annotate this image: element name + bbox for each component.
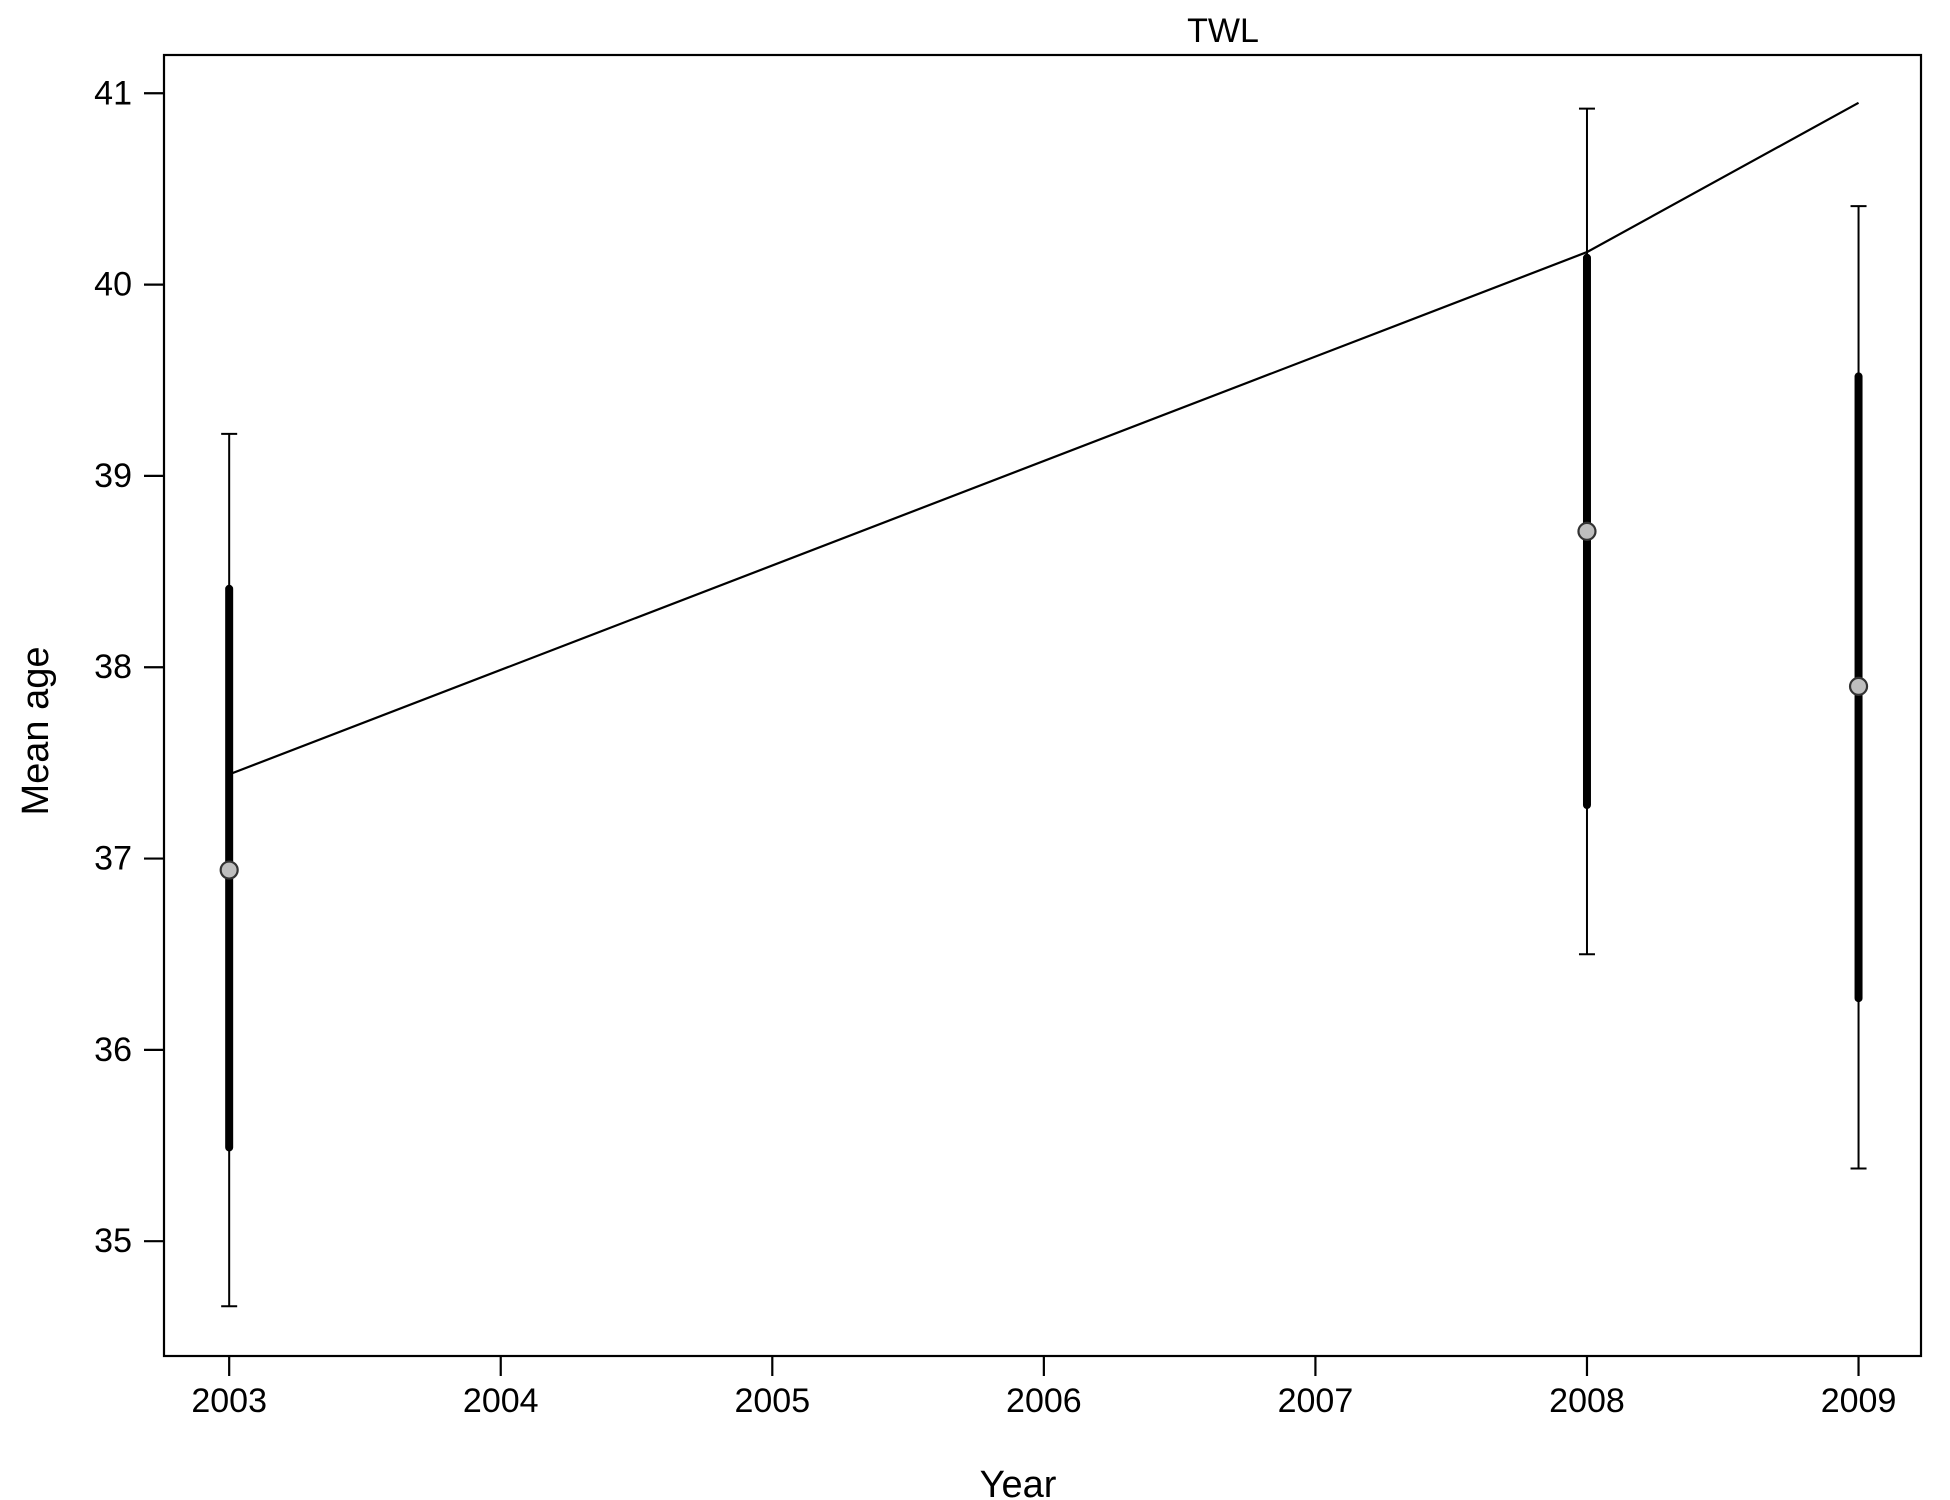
observed-points xyxy=(219,521,1869,880)
x-tick-label: 2007 xyxy=(1278,1382,1354,1420)
x-tick-label: 2008 xyxy=(1549,1382,1625,1420)
expected-line xyxy=(228,101,1860,776)
y-axis: 35 36 37 38 39 40 41 xyxy=(94,74,164,1260)
y-tick-label: 41 xyxy=(94,74,132,112)
x-tick-label: 2006 xyxy=(1006,1382,1082,1420)
y-tick-label: 38 xyxy=(94,648,132,686)
x-tick-label: 2009 xyxy=(1821,1382,1897,1420)
x-tick-label: 2005 xyxy=(734,1382,810,1420)
x-tick-label: 2004 xyxy=(463,1382,539,1420)
y-tick-label: 37 xyxy=(94,840,132,878)
error-bars xyxy=(221,107,1867,1308)
y-tick-label: 40 xyxy=(94,266,132,304)
y-tick-label: 39 xyxy=(94,457,132,495)
y-tick-label: 36 xyxy=(94,1031,132,1069)
y-tick-label: 35 xyxy=(94,1222,132,1260)
plot-frame xyxy=(162,53,1923,1358)
y-axis-label: Mean age xyxy=(15,646,57,815)
chart-title: TWL xyxy=(1187,12,1259,50)
observed-point xyxy=(1848,676,1869,696)
observed-point xyxy=(219,860,239,880)
observed-point xyxy=(1577,521,1597,541)
x-tick-label: 2003 xyxy=(191,1382,267,1420)
x-axis: 2003 2004 2005 2006 2007 2008 2009 xyxy=(191,1356,1896,1420)
expected-line-group xyxy=(228,101,1860,776)
x-axis-label: Year xyxy=(980,1464,1057,1500)
